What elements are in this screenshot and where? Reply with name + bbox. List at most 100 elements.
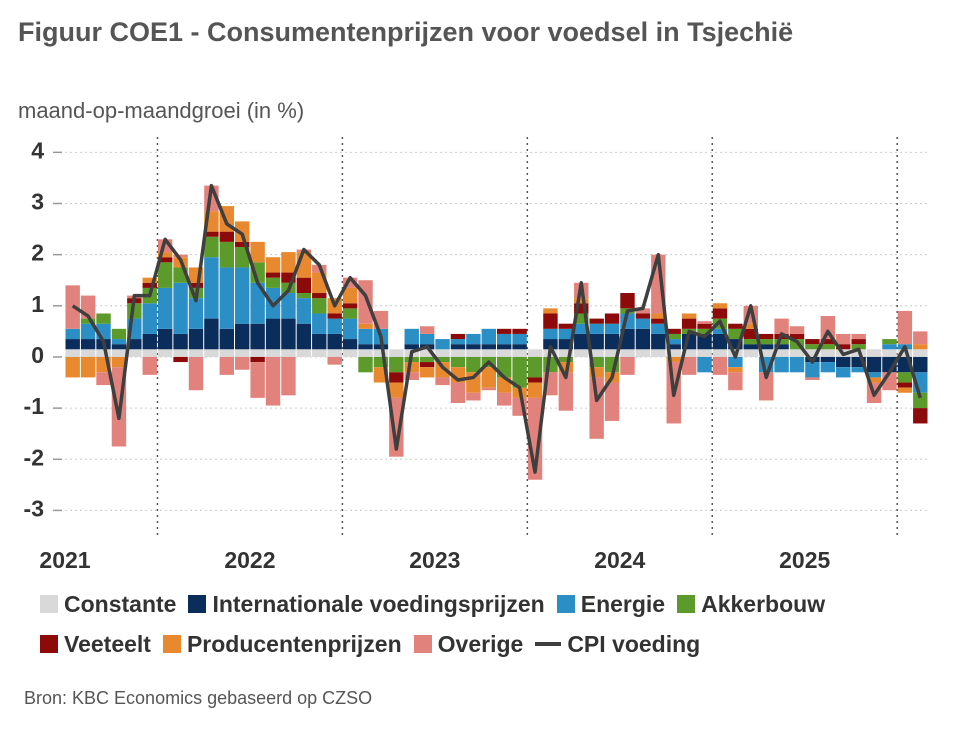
bar-segment <box>235 356 250 370</box>
bar-segment <box>913 331 928 345</box>
bar-segment <box>65 339 80 350</box>
bar-segment <box>296 323 312 350</box>
bar-segment <box>574 313 589 324</box>
y-tick-label: -3 <box>24 496 44 522</box>
bar-segment <box>805 339 820 345</box>
bar-segment <box>342 349 358 357</box>
bar-segment <box>604 313 620 324</box>
bar-segment <box>897 310 913 345</box>
bar-segment <box>358 356 373 373</box>
bar-segment <box>435 377 450 386</box>
legend-label: Energie <box>580 590 666 617</box>
y-tick-label: 0 <box>31 342 44 368</box>
bar-segment <box>512 349 527 357</box>
bar-segment <box>111 349 127 357</box>
bar-segment <box>235 349 250 357</box>
bar-segment <box>604 349 620 357</box>
bar-segment <box>281 349 296 357</box>
bar-segment <box>281 293 296 319</box>
bar-segment <box>250 349 265 357</box>
bar-segment <box>142 277 157 283</box>
bar-segment <box>296 349 312 357</box>
bar-segment <box>419 367 435 378</box>
legend-item: CPI voeding <box>535 628 700 660</box>
bar-segment <box>312 349 327 357</box>
bar-segment <box>80 349 96 357</box>
bar-segment <box>697 323 712 329</box>
legend-item: Internationale voedingsprijzen <box>188 588 545 620</box>
bar-segment <box>527 349 543 357</box>
bar-segment <box>342 303 358 309</box>
bar-segment <box>96 313 111 324</box>
bar-segment <box>96 372 111 386</box>
bar-segment <box>188 282 204 288</box>
bar-segment <box>774 356 789 373</box>
chart-subtitle: maand-op-maandgroei (in %) <box>18 98 305 123</box>
bar-segment <box>666 356 681 363</box>
bar-segment <box>111 328 127 340</box>
bar-segment <box>157 262 173 288</box>
bar-segment <box>543 328 558 340</box>
bar-segment <box>281 252 296 273</box>
legend-swatch <box>40 595 58 613</box>
bar-segment <box>327 356 342 365</box>
bar-segment <box>774 344 789 350</box>
bar-segment <box>697 321 712 324</box>
bar-segment <box>666 344 681 350</box>
legend-label: Producentenprijzen <box>186 630 402 657</box>
bar-segment <box>558 349 574 357</box>
legend-item: Constante <box>40 588 176 620</box>
bar-segment <box>589 349 604 357</box>
bar-segment <box>204 257 219 319</box>
bar-segment <box>265 272 281 278</box>
bar-segment <box>327 349 342 357</box>
bar-segment <box>635 318 651 329</box>
bar-segment <box>512 344 527 350</box>
legend-item: Overige <box>413 628 524 660</box>
bar-segment <box>543 339 558 350</box>
bar-segment <box>820 356 836 363</box>
bar-segment <box>712 328 728 334</box>
bar-segment <box>527 377 543 383</box>
bar-segment <box>635 349 651 357</box>
bar-segment <box>296 277 312 294</box>
bar-segment <box>250 362 265 398</box>
bar-segment <box>543 308 558 314</box>
bar-segment <box>281 318 296 350</box>
bar-segment <box>728 367 743 373</box>
bar-segment <box>743 349 758 357</box>
bar-segment <box>728 356 743 368</box>
bar-segment <box>712 349 728 357</box>
bar-segment <box>758 349 774 357</box>
bar-segment <box>342 318 358 340</box>
bar-segment <box>589 367 604 378</box>
bar-segment <box>497 349 512 357</box>
bar-segment <box>219 267 235 329</box>
bar-segment <box>481 344 496 350</box>
bar-segment <box>450 344 466 350</box>
bar-segment <box>620 356 635 375</box>
bar-segment <box>450 339 466 345</box>
bar-segment <box>774 318 789 334</box>
bar-segment <box>188 356 204 391</box>
bar-segment <box>758 333 774 340</box>
bar-segment <box>758 339 774 345</box>
bar-segment <box>574 298 589 304</box>
bar-segment <box>882 344 897 350</box>
bar-segment <box>728 323 743 329</box>
bar-segment <box>574 349 589 357</box>
bar-segment <box>312 298 327 314</box>
legend-label: Overige <box>437 630 524 657</box>
bar-segment <box>235 221 250 242</box>
bar-segment <box>450 356 466 368</box>
bar-segment <box>589 318 604 324</box>
bar-segment <box>836 333 851 345</box>
legend-swatch <box>677 595 696 613</box>
bar-segment <box>774 339 789 345</box>
bar-segment <box>574 323 589 334</box>
bar-segment <box>712 303 728 309</box>
bar-segment <box>235 267 250 324</box>
bar-segment <box>743 328 758 340</box>
bar-segment <box>558 328 574 340</box>
